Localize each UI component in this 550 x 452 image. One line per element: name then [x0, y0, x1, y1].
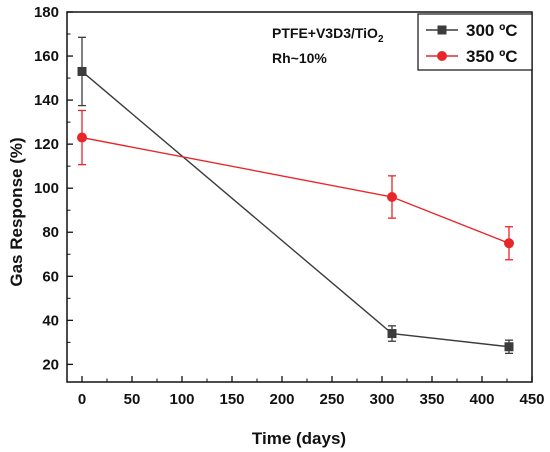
x-tick-label: 150	[219, 391, 244, 408]
data-point	[77, 66, 87, 76]
plot-frame	[66, 11, 533, 383]
y-tick-label: 40	[42, 312, 59, 329]
data-point	[387, 329, 397, 339]
x-tick-label: 450	[519, 391, 544, 408]
series-300c	[77, 36, 514, 355]
y-tick-label: 120	[34, 136, 59, 153]
data-point	[387, 192, 397, 202]
data-point	[504, 342, 514, 352]
legend-label: 300 ºC	[466, 21, 518, 40]
ticks-layer: 0 50 100 150 200 250 300 350 400 450 20 40 60 80 100 12…	[34, 4, 545, 408]
legend-box	[417, 13, 533, 71]
x-tick-label: 50	[124, 391, 141, 408]
legend: 300 ºC 350 ºC	[417, 13, 533, 71]
legend-marker	[437, 51, 447, 61]
x-tick-label: 100	[169, 391, 194, 408]
series-line	[81, 70, 510, 348]
y-tick-label: 180	[34, 4, 59, 21]
series-layer	[77, 36, 514, 355]
x-axis-title: Time (days)	[252, 429, 346, 448]
legend-marker	[437, 25, 447, 35]
x-tick-label: 300	[369, 391, 394, 408]
y-tick-label: 160	[34, 48, 59, 65]
y-tick-label: 20	[42, 356, 59, 373]
y-tick-label: 100	[34, 180, 59, 197]
annotation-material-main: PTFE+V3D3/TiO	[272, 25, 378, 41]
annotation-material-subscript: 2	[378, 34, 384, 45]
data-point	[504, 238, 514, 249]
y-tick-label: 140	[34, 92, 59, 109]
x-tick-label: 200	[269, 391, 294, 408]
legend-label: 350 ºC	[466, 47, 518, 66]
annotation-material: PTFE+V3D3/TiO2	[272, 25, 384, 45]
x-tick-label: 350	[419, 391, 444, 408]
x-tick-label: 400	[469, 391, 494, 408]
annotation-humidity: Rh~10%	[272, 50, 327, 66]
x-tick-label: 250	[319, 391, 344, 408]
series-line	[81, 136, 510, 244]
x-tick-label: 0	[78, 391, 86, 408]
y-tick-label: 80	[42, 224, 59, 241]
y-axis-title: Gas Response (%)	[7, 137, 26, 286]
series-350c	[77, 109, 514, 261]
data-point	[77, 132, 87, 143]
y-tick-label: 60	[42, 268, 59, 285]
